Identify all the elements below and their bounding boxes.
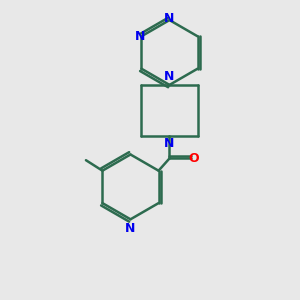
- Text: N: N: [135, 30, 145, 43]
- Text: N: N: [164, 12, 175, 25]
- Text: O: O: [189, 152, 200, 165]
- Text: N: N: [125, 222, 136, 235]
- Text: N: N: [164, 70, 175, 83]
- Text: N: N: [164, 137, 175, 150]
